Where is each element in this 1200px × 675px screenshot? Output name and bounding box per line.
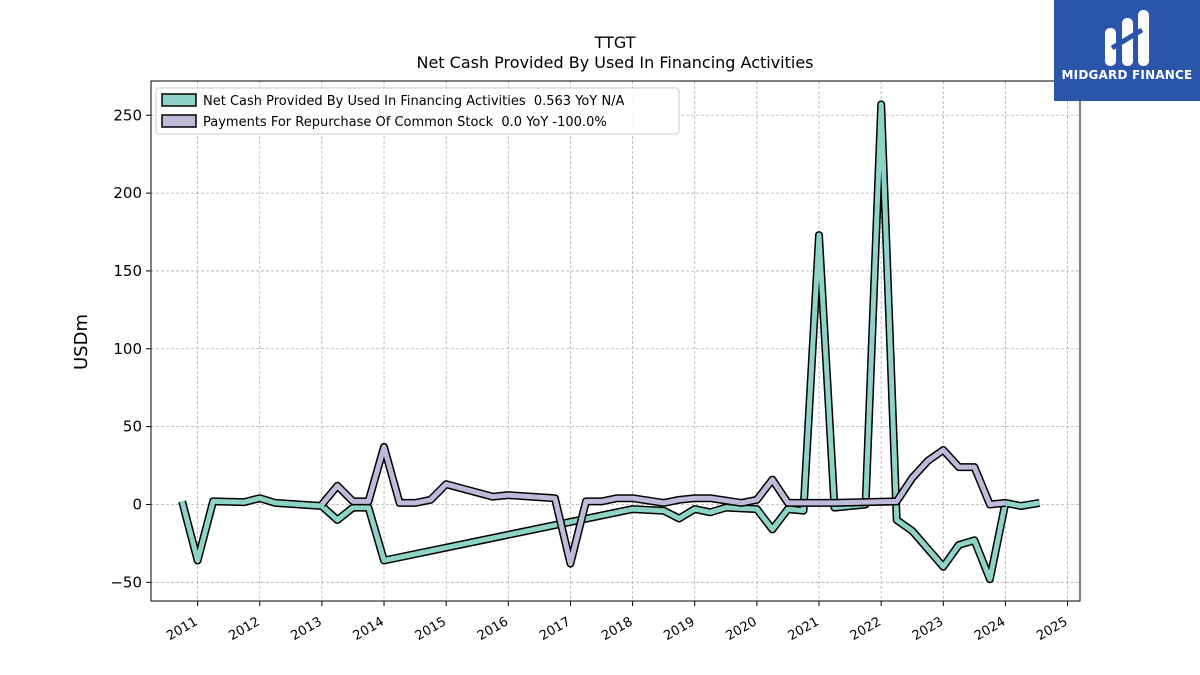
series-line (179, 101, 1041, 582)
x-tick-label: 2020 (724, 614, 760, 644)
chart-title: TTGT (594, 33, 636, 52)
x-tick-label: 2019 (661, 614, 697, 644)
y-axis-label: USDm (71, 314, 92, 370)
x-tick-label: 2022 (848, 614, 884, 644)
legend-swatch (161, 93, 197, 107)
x-tick-label: 2025 (1034, 614, 1070, 644)
y-tick-label: 150 (113, 262, 142, 280)
legend-entry-label: Net Cash Provided By Used In Financing A… (203, 94, 625, 109)
y-tick-label: 50 (123, 418, 142, 436)
x-tick-label: 2021 (786, 614, 822, 644)
y-tick-label: −50 (110, 573, 142, 591)
legend-entry-label: Payments For Repurchase Of Common Stock … (203, 115, 607, 130)
x-tick-label: 2013 (289, 614, 325, 644)
brand-name: MIDGARD FINANCE (1061, 68, 1193, 82)
x-tick-label: 2015 (413, 614, 449, 644)
legend-swatch (161, 114, 197, 128)
x-tick-label: 2012 (226, 614, 262, 644)
x-tick-label: 2014 (351, 614, 387, 644)
y-tick-label: 250 (113, 106, 142, 124)
series-outline (178, 100, 1041, 584)
series-line (319, 444, 1006, 567)
axis-ticks: 2011 2012 2013 2014 2015 2016 2017 2018 2019 2020… (110, 106, 1070, 644)
y-tick-label: 100 (113, 340, 142, 358)
x-tick-label: 2024 (972, 614, 1008, 644)
series-lines (178, 100, 1041, 584)
brand-mark-icon (1105, 10, 1149, 66)
x-tick-label: 2011 (164, 614, 200, 644)
x-tick-label: 2018 (599, 614, 635, 644)
legend: Net Cash Provided By Used In Financing A… (155, 87, 680, 135)
y-tick-label: 0 (132, 495, 142, 513)
y-tick-label: 200 (113, 184, 142, 202)
brand-logo: MIDGARD FINANCE (1054, 0, 1200, 101)
x-tick-label: 2023 (910, 614, 946, 644)
legend-box (155, 87, 680, 135)
grid-lines (151, 81, 1080, 601)
x-tick-label: 2016 (475, 614, 511, 644)
chart-subtitle: Net Cash Provided By Used In Financing A… (416, 53, 813, 72)
x-tick-label: 2017 (537, 614, 573, 644)
plot-frame (150, 80, 1081, 602)
